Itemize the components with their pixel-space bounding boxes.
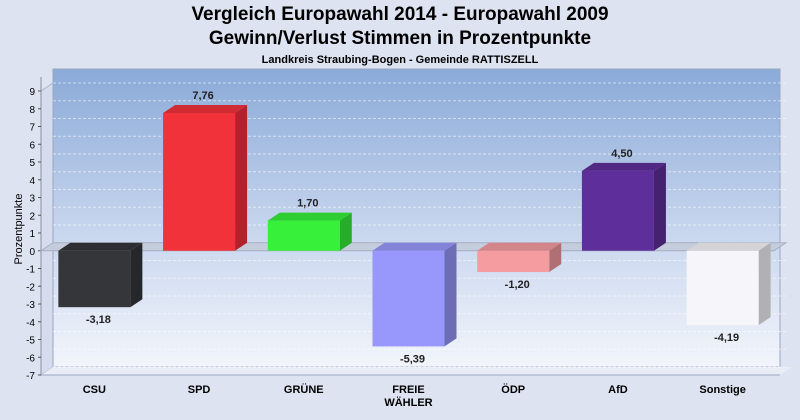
x-tick-label: WÄHLER xyxy=(384,396,432,409)
data-label: 4,50 xyxy=(611,148,632,160)
bar-front xyxy=(372,250,445,347)
chart-floor xyxy=(41,367,792,375)
bar-top xyxy=(163,105,248,114)
bar-side xyxy=(758,242,771,326)
bar xyxy=(581,162,666,251)
x-tick-label: FREIE xyxy=(392,384,424,396)
bar-front xyxy=(686,250,759,326)
y-tick-label: -4 xyxy=(26,318,35,329)
bar-top xyxy=(372,242,457,251)
data-label: 7,76 xyxy=(192,90,213,102)
y-tick-label: 4 xyxy=(29,176,35,187)
chart-side-wall xyxy=(40,82,54,376)
data-label: -1,20 xyxy=(505,279,530,291)
y-tick-label: 1 xyxy=(29,229,35,240)
y-tick-label: 9 xyxy=(29,87,35,98)
y-tick-label: 6 xyxy=(29,140,35,151)
bar xyxy=(372,242,457,347)
data-label: -3,18 xyxy=(86,314,111,326)
bar-top xyxy=(686,242,771,251)
y-tick-label: -7 xyxy=(26,371,35,382)
bar xyxy=(58,242,143,308)
bar-front xyxy=(581,170,654,251)
bar-side xyxy=(444,242,457,347)
bar-front xyxy=(477,250,550,273)
bar-side xyxy=(339,212,352,251)
y-tick-label: -5 xyxy=(26,336,35,347)
y-tick-label: 7 xyxy=(29,123,35,134)
chart-subtitle: Gewinn/Verlust Stimmen in Prozentpunkte xyxy=(208,28,592,49)
y-tick-label: 0 xyxy=(29,247,35,258)
bar xyxy=(686,242,771,326)
y-tick-label: 8 xyxy=(29,105,35,116)
x-tick-label: ÖDP xyxy=(501,383,525,396)
y-tick-label: 5 xyxy=(29,158,35,169)
bar-side xyxy=(235,105,248,251)
bar-top xyxy=(581,162,666,171)
x-tick-label: AfD xyxy=(608,384,628,396)
bar-front xyxy=(267,220,340,251)
bar xyxy=(163,105,248,251)
y-tick-label: -1 xyxy=(26,265,35,276)
data-label: -5,39 xyxy=(400,353,425,365)
bar-side xyxy=(130,242,143,308)
y-tick-label: 3 xyxy=(29,194,35,205)
bar xyxy=(477,242,562,273)
y-tick-label: -2 xyxy=(26,282,35,293)
y-tick-label: 2 xyxy=(29,211,35,222)
x-tick-label: SPD xyxy=(188,384,211,396)
bar-top xyxy=(477,242,562,251)
data-label: 1,70 xyxy=(297,198,318,210)
bar xyxy=(267,212,352,251)
y-tick-label: -6 xyxy=(26,353,35,364)
bar-front xyxy=(58,250,131,308)
y-tick-label: -3 xyxy=(26,300,35,311)
y-axis-label: Prozentpunkte xyxy=(13,194,25,265)
bar-top xyxy=(267,212,352,221)
x-tick-label: Sonstige xyxy=(699,384,745,396)
bar-side xyxy=(549,242,562,273)
x-tick-label: CSU xyxy=(83,384,106,396)
bar-front xyxy=(163,113,236,251)
x-tick-label: GRÜNE xyxy=(284,383,324,396)
bar-side xyxy=(653,162,666,251)
data-label: -4,19 xyxy=(714,332,739,344)
chart-caption: Landkreis Straubing-Bogen - Gemeinde RAT… xyxy=(261,54,539,66)
bar-top xyxy=(58,242,143,251)
chart-title: Vergleich Europawahl 2014 - Europawahl 2… xyxy=(191,4,609,25)
